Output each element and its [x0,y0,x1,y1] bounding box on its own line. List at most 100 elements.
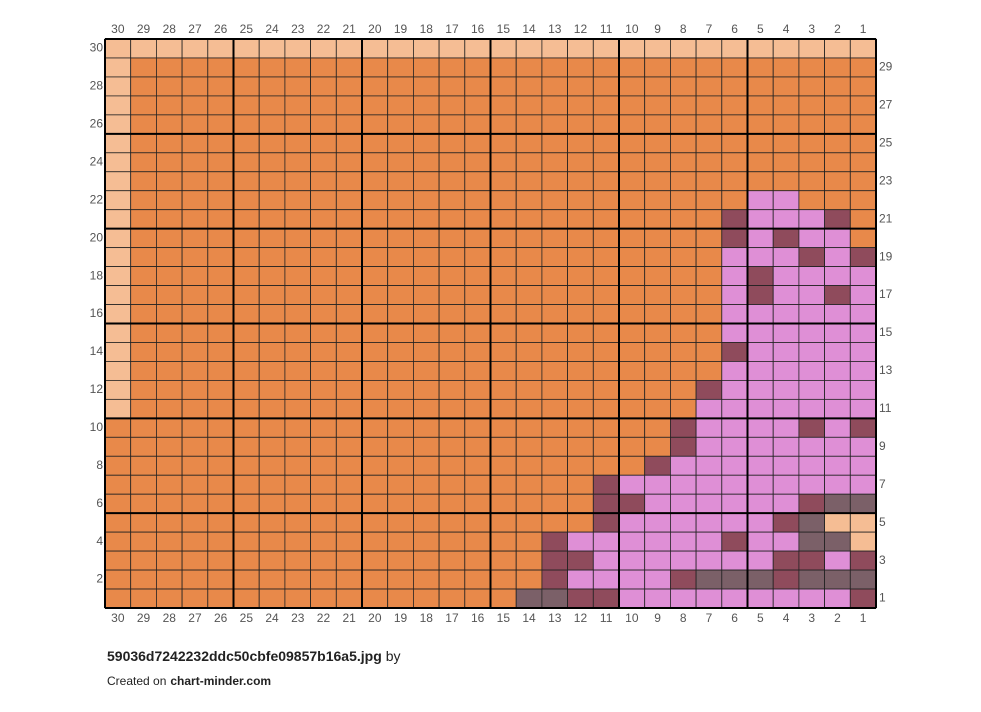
cell [104,323,132,343]
cell [490,474,517,495]
cell [284,550,311,571]
cell [438,361,466,381]
cell [644,569,671,590]
cell [284,209,311,230]
column-label: 4 [783,22,790,36]
cell [541,531,569,552]
cell [387,550,414,571]
cell [567,493,594,514]
cell [541,588,569,609]
cell [695,455,723,476]
cell [824,209,851,230]
cell [438,588,466,609]
cell [644,76,671,97]
cell [438,531,466,552]
column-label: 21 [342,611,356,625]
cell [670,474,697,495]
cell [618,247,646,267]
cell [541,95,569,116]
cell [490,455,517,476]
cell [104,228,132,249]
cell [207,152,234,173]
cell [721,342,748,362]
cell [747,171,774,192]
cell [104,266,132,286]
cell [567,323,594,343]
cell [824,266,851,286]
cell [310,588,337,609]
cell [772,323,800,343]
cell [155,588,183,609]
cell [721,57,748,78]
cell [361,304,389,324]
cell [772,38,800,59]
cell [181,398,209,419]
cell [258,76,286,97]
cell [849,152,877,173]
cell [747,266,774,286]
cell [824,57,851,78]
cell [670,342,697,362]
cell [490,152,517,173]
cell [387,171,414,192]
cell [155,57,183,78]
cell [284,531,311,552]
column-label: 13 [548,22,562,36]
cell [695,398,723,419]
cell [233,455,260,476]
cell [335,171,363,192]
cell [670,531,697,552]
cell [361,342,389,362]
row-label: 19 [879,249,893,263]
by: by [386,648,401,664]
cell [618,114,646,135]
cell [310,209,337,230]
cell [130,285,157,305]
cell [670,417,697,438]
column-label: 8 [680,22,687,36]
cell [207,588,234,609]
cell [747,57,774,78]
cell [541,171,569,192]
cell [387,398,414,419]
cell [618,266,646,286]
cell [490,285,517,305]
cell [181,247,209,267]
cell [412,588,440,609]
cell [592,76,620,97]
column-label: 6 [731,22,738,36]
cell [464,512,491,533]
cell [772,95,800,116]
cell [721,588,748,609]
cell [361,512,389,533]
cell [798,228,826,249]
cell [849,588,877,609]
cell [284,588,311,609]
cell [567,266,594,286]
cell [849,133,877,154]
cell [181,95,209,116]
cell [824,247,851,267]
cell [387,247,414,267]
cell [412,76,440,97]
cell [207,531,234,552]
cell [258,95,286,116]
filename: 59036d7242232ddc50cbfe09857b16a5.jpg [107,648,382,664]
row-label: 12 [90,382,104,396]
cell [361,114,389,135]
cell [361,550,389,571]
cell [490,398,517,419]
cell [798,569,826,590]
cell [464,304,491,324]
cell [824,379,851,400]
cell [104,95,132,116]
cell [721,512,748,533]
cell [490,114,517,135]
cell [644,228,671,249]
cell [464,455,491,476]
cell [335,569,363,590]
cell [490,436,517,457]
cell [412,57,440,78]
cell [798,531,826,552]
cell [772,57,800,78]
